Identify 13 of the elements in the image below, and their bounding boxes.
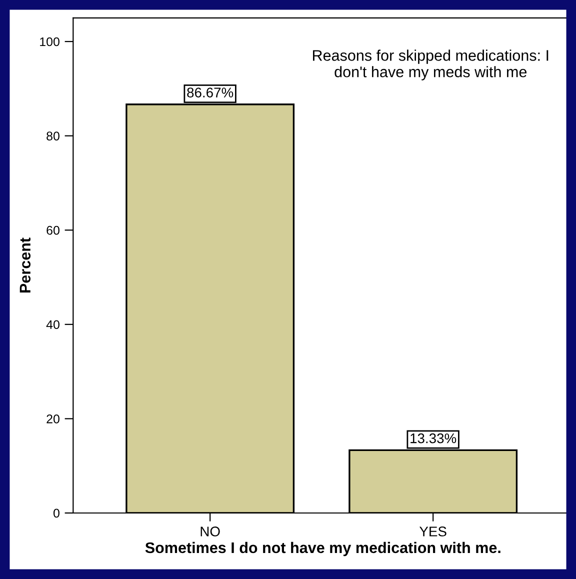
y-tick-label: 20 [46, 414, 60, 424]
y-tick-label: 60 [46, 226, 60, 235]
data-label: 13.33% [410, 433, 456, 444]
y-tick-label: 100 [40, 37, 60, 46]
y-axis-title: Percent [20, 238, 31, 292]
y-tick-label: 0 [53, 508, 60, 518]
y-tick-label: 40 [46, 320, 60, 330]
x-tick-label: YES [419, 526, 446, 536]
x-axis-title: Sometimes I do not have my medication with me. [145, 542, 500, 556]
y-tick-label: 80 [46, 132, 60, 140]
x-tick-label: NO [200, 526, 220, 536]
data-label: 86.67% [187, 88, 234, 98]
text: Reasons for skipped medications: I don't have my meds with me [313, 50, 548, 80]
